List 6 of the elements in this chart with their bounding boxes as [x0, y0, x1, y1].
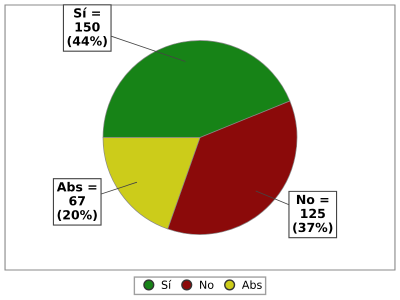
data-label: Sí = 150 (44%): [68, 7, 107, 48]
legend-label: Sí: [162, 280, 172, 289]
legend-label: Abs: [242, 280, 262, 289]
legend-label: No: [200, 280, 214, 289]
data-label: Abs = 67 (20%): [56, 182, 97, 221]
data-label: No = 125 (37%): [293, 194, 332, 234]
